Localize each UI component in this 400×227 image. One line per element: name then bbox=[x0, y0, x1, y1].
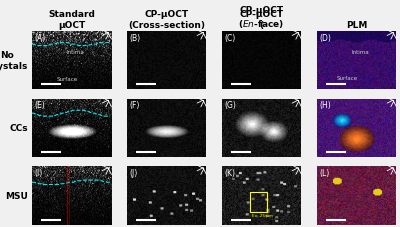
Text: (D): (D) bbox=[319, 34, 331, 42]
Text: (B): (B) bbox=[129, 34, 140, 42]
Text: (I): (I) bbox=[34, 168, 43, 177]
Bar bbox=[250, 192, 268, 212]
Text: Surface: Surface bbox=[57, 77, 78, 82]
Text: ($\mathit{En}$-face): ($\mathit{En}$-face) bbox=[238, 17, 284, 30]
Text: Intima: Intima bbox=[352, 50, 369, 55]
Text: CP-μOCT
(: CP-μOCT ( bbox=[240, 10, 284, 30]
Text: CCs: CCs bbox=[9, 124, 28, 133]
Text: (L): (L) bbox=[319, 168, 330, 177]
Text: MSU: MSU bbox=[5, 191, 28, 200]
Text: Surface: Surface bbox=[336, 76, 358, 81]
Text: CP-μOCT: CP-μOCT bbox=[240, 6, 284, 15]
Text: (K): (K) bbox=[224, 168, 235, 177]
Text: (G): (G) bbox=[224, 101, 236, 110]
Text: CP-μOCT
(Cross-section): CP-μOCT (Cross-section) bbox=[128, 10, 205, 30]
Text: Ex: 25 µm: Ex: 25 µm bbox=[252, 213, 273, 217]
Text: (C): (C) bbox=[224, 34, 236, 42]
Text: No
Crystals: No Crystals bbox=[0, 51, 28, 71]
Text: (H): (H) bbox=[319, 101, 331, 110]
Text: Standard
μOCT: Standard μOCT bbox=[48, 10, 95, 30]
Text: (J): (J) bbox=[129, 168, 138, 177]
Text: PLM: PLM bbox=[346, 21, 367, 30]
Text: (F): (F) bbox=[129, 101, 140, 110]
Text: Intima: Intima bbox=[66, 50, 84, 55]
Text: (A): (A) bbox=[34, 34, 46, 42]
Text: (E): (E) bbox=[34, 101, 45, 110]
